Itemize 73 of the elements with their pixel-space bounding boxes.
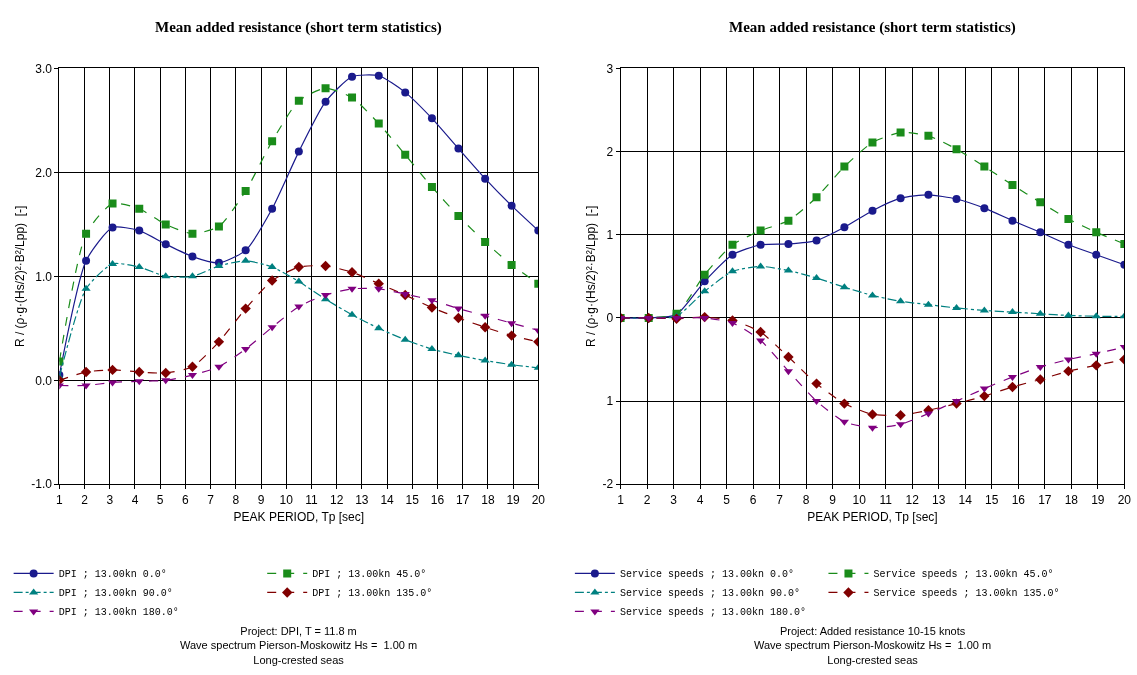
y-axis-title: R / (ρ·g·(Hs/2)²·B²/Lpp) [-] bbox=[12, 205, 27, 348]
legend-label: DPI ; 13.00kn 90.0° bbox=[58, 588, 173, 600]
x-axis-title: PEAK PERIOD, Tp [sec] bbox=[233, 509, 365, 524]
x-tick-label: 13 bbox=[355, 492, 369, 507]
text: Long-crested seas bbox=[253, 653, 345, 666]
x-tick-label: 1 bbox=[56, 492, 64, 507]
y-tick-label: 1 bbox=[606, 227, 614, 242]
text: Wave spectrum Pierson-Moskowitz Hs = 1.00 m bbox=[180, 639, 418, 652]
x-tick-label: 9 bbox=[829, 492, 837, 507]
x-tick-label: 3 bbox=[670, 492, 678, 507]
x-tick-label: 11 bbox=[305, 492, 318, 507]
x-tick-label: 9 bbox=[257, 492, 265, 507]
x-tick-label: 1 bbox=[617, 492, 625, 507]
x-tick-label: 16 bbox=[430, 492, 445, 507]
x-tick-label: 6 bbox=[749, 492, 757, 507]
x-tick-label: 17 bbox=[456, 492, 470, 507]
x-tick-label: 19 bbox=[506, 492, 521, 507]
x-tick-label: 2 bbox=[643, 492, 651, 507]
text: Wave spectrum Pierson-Moskowitz Hs = 1.00 m bbox=[754, 639, 992, 652]
x-tick-label: 7 bbox=[207, 492, 215, 507]
x-tick-label: 3 bbox=[106, 492, 114, 507]
x-tick-label: 18 bbox=[481, 492, 495, 507]
x-tick-label: 10 bbox=[279, 492, 294, 507]
x-tick-label: 14 bbox=[958, 492, 973, 507]
x-tick-label: 15 bbox=[985, 492, 999, 507]
y-tick-label: 1 bbox=[606, 394, 614, 409]
x-tick-label: 6 bbox=[182, 492, 190, 507]
text: Project: DPI, T = 11.8 m bbox=[240, 625, 357, 637]
x-tick-label: 18 bbox=[1064, 492, 1079, 507]
x-tick-label: 15 bbox=[405, 492, 420, 507]
x-tick-label: 20 bbox=[1117, 492, 1132, 507]
x-tick-label: 4 bbox=[696, 492, 704, 507]
chart-title: Mean added resistance (short term statistics) bbox=[155, 19, 442, 36]
text: Long-crested seas bbox=[827, 653, 919, 666]
y-tick-label: 2.0 bbox=[35, 165, 53, 180]
x-tick-label: 2 bbox=[81, 492, 89, 507]
x-tick-label: 5 bbox=[723, 492, 731, 507]
legend-label: DPI ; 13.00kn 0.0° bbox=[58, 569, 167, 581]
x-tick-label: 7 bbox=[776, 492, 784, 507]
y-tick-label: 2 bbox=[606, 144, 614, 159]
x-tick-label: 14 bbox=[380, 492, 395, 507]
y-tick-label: 3.0 bbox=[35, 61, 53, 76]
legend-label: Service speeds ; 13.00kn 135.0° bbox=[873, 588, 1060, 600]
x-tick-label: 16 bbox=[1011, 492, 1026, 507]
chart-title: Mean added resistance (short term statistics) bbox=[729, 19, 1016, 36]
text: Project: Added resistance 10-15 knots bbox=[779, 625, 966, 637]
x-tick-label: 20 bbox=[531, 492, 546, 507]
x-tick-label: 8 bbox=[802, 492, 810, 507]
legend-label: Service speeds ; 13.00kn 45.0° bbox=[873, 569, 1054, 581]
y-tick-label: 0 bbox=[606, 311, 614, 326]
x-tick-label: 4 bbox=[131, 492, 139, 507]
legend-label: Service speeds ; 13.00kn 0.0° bbox=[619, 569, 794, 581]
legend-label: Service speeds ; 13.00kn 180.0° bbox=[619, 607, 806, 619]
x-tick-label: 10 bbox=[852, 492, 867, 507]
x-tick-label: 17 bbox=[1038, 492, 1052, 507]
y-tick-label: 3 bbox=[606, 61, 614, 76]
x-tick-label: 19 bbox=[1091, 492, 1105, 507]
x-axis-title: PEAK PERIOD, Tp [sec] bbox=[807, 509, 938, 524]
x-tick-label: 8 bbox=[232, 492, 240, 507]
legend-label: DPI ; 13.00kn 180.0° bbox=[58, 607, 179, 619]
y-tick-label: 1.0 bbox=[35, 269, 53, 284]
y-tick-label: 0.0 bbox=[35, 373, 53, 388]
x-tick-label: 5 bbox=[156, 492, 164, 507]
x-tick-label: 12 bbox=[905, 492, 920, 507]
y-axis-title: R / (ρ·g·(Hs/2)²·B²/Lpp) [-] bbox=[583, 205, 598, 348]
y-tick-label: -2 bbox=[602, 477, 614, 492]
legend-label: DPI ; 13.00kn 135.0° bbox=[312, 588, 433, 600]
x-tick-label: 12 bbox=[329, 492, 344, 507]
legend-label: DPI ; 13.00kn 45.0° bbox=[312, 569, 427, 581]
y-tick-label: -1.0 bbox=[31, 477, 53, 492]
x-tick-label: 13 bbox=[932, 492, 946, 507]
legend-label: Service speeds ; 13.00kn 90.0° bbox=[619, 588, 800, 600]
x-tick-label: 11 bbox=[879, 492, 893, 507]
